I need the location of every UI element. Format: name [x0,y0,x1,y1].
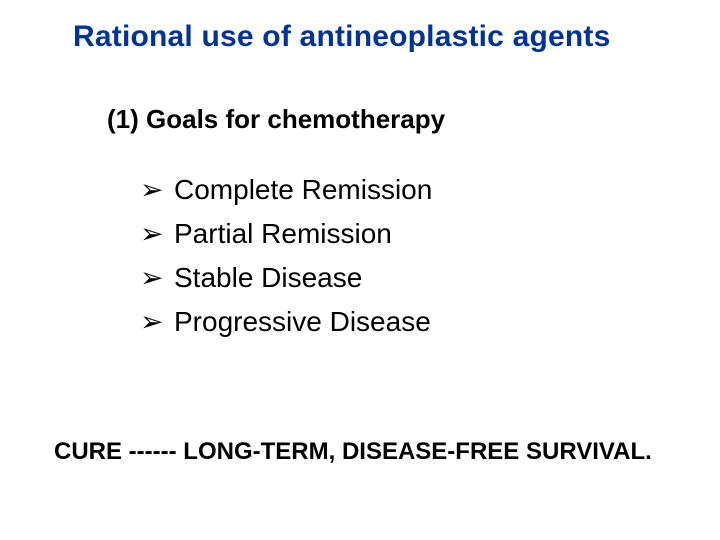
list-item: ➢ Stable Disease [140,256,432,300]
bullet-text: Complete Remission [174,168,432,212]
bullet-text: Progressive Disease [174,300,431,344]
bullet-list: ➢ Complete Remission ➢ Partial Remission… [140,168,432,344]
bullet-text: Stable Disease [174,256,362,300]
slide-subtitle: (1) Goals for chemotherapy [107,104,445,135]
slide: Rational use of antineoplastic agents (1… [0,0,720,540]
chevron-right-icon: ➢ [140,256,174,300]
bullet-text: Partial Remission [174,212,392,256]
list-item: ➢ Progressive Disease [140,300,432,344]
list-item: ➢ Complete Remission [140,168,432,212]
chevron-right-icon: ➢ [140,300,174,344]
chevron-right-icon: ➢ [140,168,174,212]
chevron-right-icon: ➢ [140,212,174,256]
footer-text: CURE ------ LONG-TERM, DISEASE-FREE SURV… [54,438,652,466]
slide-title: Rational use of antineoplastic agents [73,20,680,54]
list-item: ➢ Partial Remission [140,212,432,256]
